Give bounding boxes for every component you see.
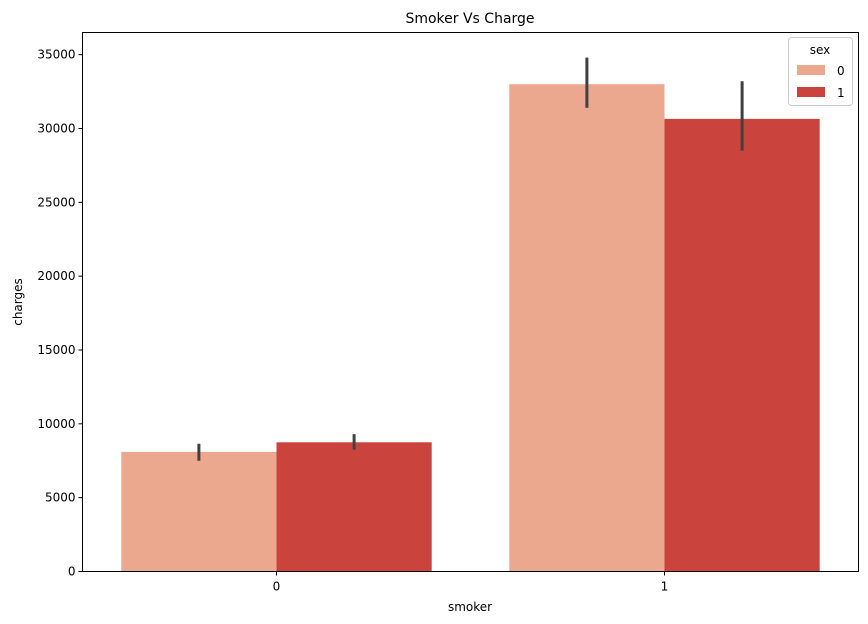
y-tick-label: 25000 <box>37 195 75 209</box>
legend-label-0: 0 <box>837 64 845 78</box>
y-tick-label: 15000 <box>37 343 75 357</box>
y-tick-label: 0 <box>68 565 76 579</box>
bar-sex-0-smoker-0 <box>121 451 277 572</box>
x-tick-label: 1 <box>661 580 669 594</box>
x-tick-label: 0 <box>273 580 281 594</box>
bar-sex-1-smoker-0 <box>276 442 432 572</box>
chart-title: Smoker Vs Charge <box>405 11 534 27</box>
legend-swatch-1 <box>797 87 825 97</box>
legend-title: sex <box>810 43 831 57</box>
x-axis-label: smoker <box>448 600 492 614</box>
error-bars-layer <box>197 57 744 461</box>
legend: sex 0 1 <box>788 37 853 106</box>
legend-swatch-0 <box>797 65 825 75</box>
y-tick-label: 35000 <box>37 48 75 62</box>
y-axis: 0 5000 10000 15000 20000 25000 30000 35000 <box>37 48 83 579</box>
y-tick-label: 10000 <box>37 417 75 431</box>
y-axis-label: charges <box>11 278 25 326</box>
y-tick-label: 30000 <box>37 121 75 135</box>
bars-layer <box>121 84 820 572</box>
plot-frame <box>82 32 859 572</box>
bar-sex-1-smoker-1 <box>664 118 820 572</box>
legend-label-1: 1 <box>837 86 845 100</box>
y-tick-label: 20000 <box>37 269 75 283</box>
bar-sex-0-smoker-1 <box>509 84 665 572</box>
y-tick-label: 5000 <box>45 491 76 505</box>
